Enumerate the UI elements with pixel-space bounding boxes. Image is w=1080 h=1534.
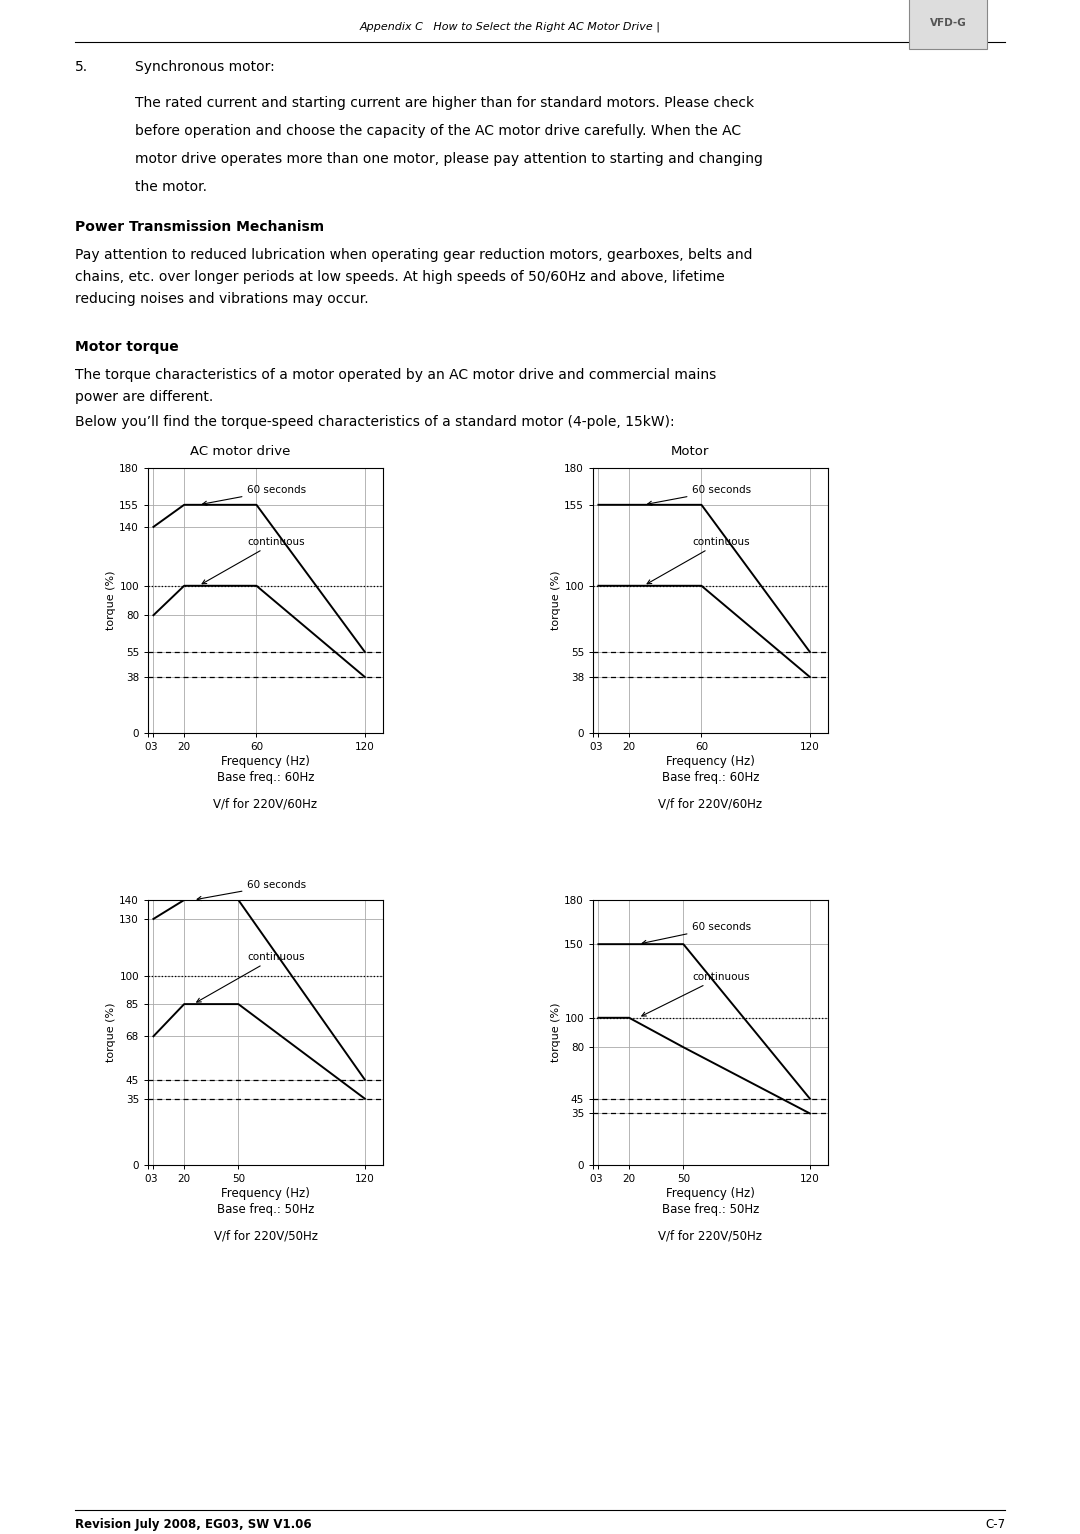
- Text: 60 seconds: 60 seconds: [648, 485, 752, 505]
- Text: 60 seconds: 60 seconds: [643, 922, 752, 945]
- X-axis label: Frequency (Hz): Frequency (Hz): [221, 1187, 310, 1200]
- Text: The rated current and starting current are higher than for standard motors. Plea: The rated current and starting current a…: [135, 97, 754, 110]
- X-axis label: Frequency (Hz): Frequency (Hz): [221, 755, 310, 769]
- Text: reducing noises and vibrations may occur.: reducing noises and vibrations may occur…: [75, 291, 368, 305]
- Text: chains, etc. over longer periods at low speeds. At high speeds of 50/60Hz and ab: chains, etc. over longer periods at low …: [75, 270, 725, 284]
- Text: Power Transmission Mechanism: Power Transmission Mechanism: [75, 219, 324, 235]
- Text: Base freq.: 50Hz: Base freq.: 50Hz: [217, 1203, 314, 1216]
- Y-axis label: torque (%): torque (%): [551, 571, 562, 630]
- Text: Pay attention to reduced lubrication when operating gear reduction motors, gearb: Pay attention to reduced lubrication whe…: [75, 249, 753, 262]
- Text: VFD-G: VFD-G: [930, 18, 967, 28]
- Y-axis label: torque (%): torque (%): [552, 1003, 562, 1062]
- Text: continuous: continuous: [647, 537, 750, 584]
- Text: AC motor drive: AC motor drive: [190, 445, 291, 459]
- Text: Base freq.: 60Hz: Base freq.: 60Hz: [662, 772, 759, 784]
- Text: Synchronous motor:: Synchronous motor:: [135, 60, 274, 74]
- Text: continuous: continuous: [197, 951, 305, 1002]
- Text: motor drive operates more than one motor, please pay attention to starting and c: motor drive operates more than one motor…: [135, 152, 762, 166]
- Text: power are different.: power are different.: [75, 390, 213, 403]
- Text: 60 seconds: 60 seconds: [203, 485, 307, 505]
- Text: 5.: 5.: [75, 60, 89, 74]
- Text: The torque characteristics of a motor operated by an AC motor drive and commerci: The torque characteristics of a motor op…: [75, 368, 716, 382]
- X-axis label: Frequency (Hz): Frequency (Hz): [666, 755, 755, 769]
- Y-axis label: torque (%): torque (%): [106, 571, 117, 630]
- Text: V/f for 220V/60Hz: V/f for 220V/60Hz: [659, 798, 762, 810]
- Text: Appendix C   How to Select the Right AC Motor Drive |: Appendix C How to Select the Right AC Mo…: [360, 21, 661, 32]
- Text: Base freq.: 60Hz: Base freq.: 60Hz: [217, 772, 314, 784]
- Text: the motor.: the motor.: [135, 179, 207, 193]
- Text: Motor torque: Motor torque: [75, 341, 179, 354]
- Text: V/f for 220V/50Hz: V/f for 220V/50Hz: [659, 1229, 762, 1243]
- X-axis label: Frequency (Hz): Frequency (Hz): [666, 1187, 755, 1200]
- Text: C-7: C-7: [985, 1519, 1005, 1531]
- Text: continuous: continuous: [202, 537, 305, 584]
- Text: Motor: Motor: [671, 445, 710, 459]
- Text: Below you’ll find the torque-speed characteristics of a standard motor (4-pole, : Below you’ll find the torque-speed chara…: [75, 416, 675, 430]
- Y-axis label: torque (%): torque (%): [107, 1003, 117, 1062]
- Text: Base freq.: 50Hz: Base freq.: 50Hz: [662, 1203, 759, 1216]
- Text: V/f for 220V/60Hz: V/f for 220V/60Hz: [214, 798, 318, 810]
- Text: continuous: continuous: [642, 971, 750, 1016]
- Text: 60 seconds: 60 seconds: [198, 881, 307, 900]
- Text: Revision July 2008, EG03, SW V1.06: Revision July 2008, EG03, SW V1.06: [75, 1519, 312, 1531]
- Text: before operation and choose the capacity of the AC motor drive carefully. When t: before operation and choose the capacity…: [135, 124, 741, 138]
- Text: V/f for 220V/50Hz: V/f for 220V/50Hz: [214, 1229, 318, 1243]
